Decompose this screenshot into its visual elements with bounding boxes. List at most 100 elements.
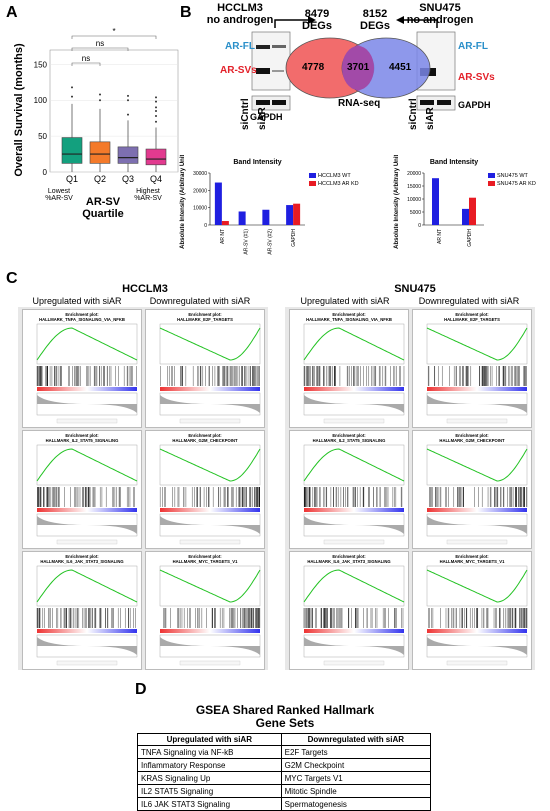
table-cell-up: Inflammatory Response bbox=[138, 759, 282, 772]
gsea-enrichment-plot: Enrichment plot: HALLMARK_MYC_TARGETS_V1 bbox=[412, 551, 532, 670]
ar-svs-label-left: AR-SVs bbox=[220, 65, 257, 76]
hcclm3-gapdh-band bbox=[256, 100, 270, 105]
gsea-table-title: GSEA Shared Ranked Hallmark Gene Sets bbox=[140, 704, 430, 730]
gapdh-label-right: GAPDH bbox=[458, 100, 491, 110]
bracket-q1-q4-label: * bbox=[112, 27, 115, 36]
table-cell-down: Spermatogenesis bbox=[281, 798, 430, 811]
gsea-plot-geneset: HALLMARK_IL6_JAK_STAT3_SIGNALING bbox=[40, 559, 123, 564]
boxplot-ytick: 0 bbox=[43, 168, 48, 177]
gsea-shared-table: Upregulated with siAR Downregulated with… bbox=[137, 733, 431, 811]
snu475-down-label: Downregulated with siAR bbox=[404, 296, 534, 306]
gsea-es-frame bbox=[37, 324, 137, 364]
snu475-gapdh-band bbox=[420, 100, 434, 105]
table-cell-down: Mitotic Spindle bbox=[281, 785, 430, 798]
hcclm3-gapdh-band bbox=[272, 100, 286, 105]
legend-swatch bbox=[488, 181, 495, 186]
gsea-plot-geneset: HALLMARK_TNFA_SIGNALING_VIA_NFKB bbox=[39, 317, 125, 322]
bar-chart-ytick: 0 bbox=[418, 223, 421, 229]
gsea-enrichment-plot: Enrichment plot: HALLMARK_MYC_TARGETS_V1 bbox=[145, 551, 265, 670]
bracket-q1-q4 bbox=[72, 36, 156, 39]
bar-chart-xtick: AR-SV (#1) bbox=[244, 229, 250, 255]
hcclm3-blot-band bbox=[272, 70, 284, 72]
boxplot-xtick: Q2 bbox=[94, 174, 106, 184]
table-cell-down: G2M Checkpoint bbox=[281, 759, 430, 772]
bar bbox=[286, 205, 293, 225]
bar bbox=[215, 183, 222, 225]
table-cell-up: IL2 STAT5 Signaling bbox=[138, 785, 282, 798]
siar-label-right: siAR bbox=[425, 107, 436, 130]
hcclm3-down-label: Downregulated with siAR bbox=[140, 296, 260, 306]
gsea-plot-geneset: HALLMARK_IL6_JAK_STAT3_SIGNALING bbox=[307, 559, 390, 564]
gsea-rank-bar bbox=[304, 508, 404, 512]
gsea-es-frame bbox=[304, 566, 404, 606]
bar-chart-ytick: 20000 bbox=[193, 188, 207, 194]
gsea-legend-box bbox=[447, 419, 507, 423]
arrow-left bbox=[275, 20, 310, 28]
hcclm3-gsea-title: HCCLM3 bbox=[100, 283, 190, 295]
venn-right-count: 4451 bbox=[389, 62, 411, 73]
arrow-right bbox=[402, 20, 437, 28]
table-row: TNFA Signaling via NF-kB E2F Targets bbox=[138, 746, 431, 759]
venn-mid-count: 3701 bbox=[347, 62, 369, 73]
table-row: KRAS Signaling Up MYC Targets V1 bbox=[138, 772, 431, 785]
gsea-enrichment-plot: Enrichment plot: HALLMARK_IL2_STAT5_SIGNA… bbox=[289, 430, 409, 549]
boxplot-xtick: Q3 bbox=[122, 174, 134, 184]
gsea-legend-box bbox=[180, 540, 240, 544]
boxplot-box bbox=[62, 138, 82, 164]
table-cell-down: MYC Targets V1 bbox=[281, 772, 430, 785]
bar-chart-ytick: 5000 bbox=[410, 210, 421, 216]
legend-entry: HCCLM3 AR KD bbox=[318, 181, 359, 187]
bar-chart-ytick: 20000 bbox=[407, 171, 421, 177]
gsea-rank-bar bbox=[160, 508, 260, 512]
gsea-plot-geneset: HALLMARK_G2M_CHECKPOINT bbox=[172, 438, 238, 443]
table-row: IL2 STAT5 Signaling Mitotic Spindle bbox=[138, 785, 431, 798]
hcclm3-up-label: Upregulated with siAR bbox=[22, 296, 132, 306]
gsea-plot-geneset: HALLMARK_IL2_STAT5_SIGNALING bbox=[46, 438, 119, 443]
gsea-es-frame bbox=[160, 445, 260, 485]
boxplot-ytick: 50 bbox=[38, 132, 47, 141]
gsea-plot-geneset: HALLMARK_TNFA_SIGNALING_VIA_NFKB bbox=[306, 317, 392, 322]
gsea-es-frame bbox=[160, 566, 260, 606]
gsea-es-frame bbox=[304, 445, 404, 485]
table-cell-up: KRAS Signaling Up bbox=[138, 772, 282, 785]
legend-swatch bbox=[488, 173, 495, 178]
boxplot-outlier bbox=[71, 96, 73, 98]
gsea-plot-geneset: HALLMARK_E2F_TARGETS bbox=[177, 317, 233, 322]
snu475-up-label: Upregulated with siAR bbox=[290, 296, 400, 306]
gsea-plot-geneset: HALLMARK_IL2_STAT5_SIGNALING bbox=[313, 438, 386, 443]
table-cell-up: TNFA Signaling via NF-kB bbox=[138, 746, 282, 759]
boxplot-outlier bbox=[127, 99, 129, 101]
boxplot-outlier bbox=[99, 99, 101, 101]
gsea-legend-box bbox=[180, 419, 240, 423]
gsea-legend-box bbox=[447, 661, 507, 665]
gsea-es-frame bbox=[427, 445, 527, 485]
boxplot-outlier bbox=[155, 96, 157, 98]
gsea-es-frame bbox=[304, 324, 404, 364]
gsea-es-frame bbox=[37, 566, 137, 606]
ar-fl-label-left: AR-FL bbox=[225, 41, 255, 52]
gsea-enrichment-plot: Enrichment plot: HALLMARK_G2M_CHECKPOINT bbox=[145, 430, 265, 549]
gsea-enrichment-plot: Enrichment plot: HALLMARK_TNFA_SIGNALING_… bbox=[22, 309, 142, 428]
gsea-rank-bar bbox=[427, 387, 527, 391]
table-row: IL6 JAK STAT3 Signaling Spermatogenesis bbox=[138, 798, 431, 811]
table-cell-down: E2F Targets bbox=[281, 746, 430, 759]
gsea-enrichment-plot: Enrichment plot: HALLMARK_E2F_TARGETS bbox=[145, 309, 265, 428]
legend-entry: SNU475 WT bbox=[497, 173, 529, 179]
lowest-label: Lowest %AR-SV bbox=[42, 188, 76, 202]
table-header-down: Downregulated with siAR bbox=[281, 734, 430, 746]
gsea-es-frame bbox=[160, 324, 260, 364]
boxplot-xtick: Q1 bbox=[66, 174, 78, 184]
gsea-enrichment-plot: Enrichment plot: HALLMARK_TNFA_SIGNALING_… bbox=[289, 309, 409, 428]
venn-left-count: 4778 bbox=[302, 62, 324, 73]
gsea-enrichment-plot: Enrichment plot: HALLMARK_IL2_STAT5_SIGNA… bbox=[22, 430, 142, 549]
boxplot-outlier bbox=[155, 106, 157, 108]
bar-chart-xtick: AR NT bbox=[437, 229, 443, 244]
rnaseq-label: RNA-seq bbox=[338, 98, 380, 109]
gsea-legend-box bbox=[57, 419, 117, 423]
boxplot-ytick: 100 bbox=[34, 96, 48, 105]
bar bbox=[262, 210, 269, 225]
bar bbox=[462, 209, 469, 225]
boxplot-outlier bbox=[155, 110, 157, 112]
bar bbox=[239, 211, 246, 225]
hcclm3-blot bbox=[252, 32, 290, 90]
